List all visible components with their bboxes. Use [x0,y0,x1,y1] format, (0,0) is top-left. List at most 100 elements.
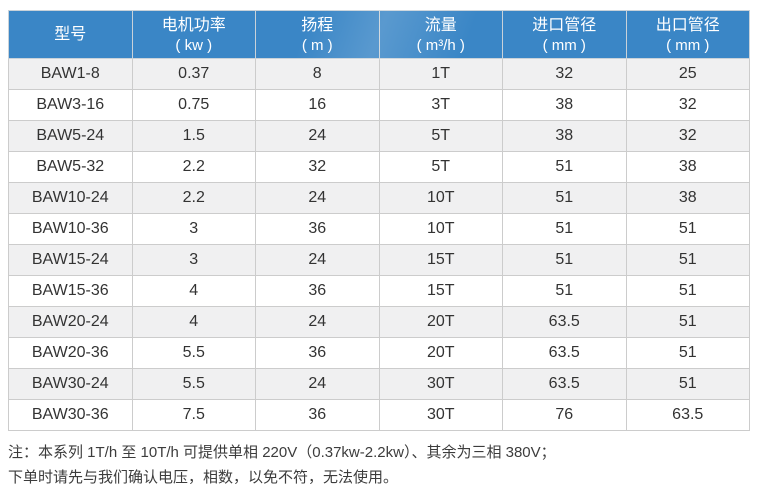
model-cell: BAW5-32 [8,151,133,183]
column-header-5: 出口管径 ( mm ) [625,10,750,59]
table-row: BAW10-36 3 36 10T 51 51 [8,213,750,245]
column-label: 流量 [424,16,457,34]
spec-cell: 51 [625,275,750,307]
column-label: 电机功率 [161,16,226,34]
table-header-row: 型号 电机功率( kw ) 扬程( m ) 流量( m³/h ) 进口管径( mm ) 出… [8,10,750,59]
column-unit: ( m ) [301,36,333,54]
table-row: BAW15-24 3 24 15T 51 51 [8,244,750,276]
pump-spec-table-wrapper: 型号 电机功率( kw ) 扬程( m ) 流量( m³/h ) 进口管径( mm ) 出… [8,10,750,431]
table-row: BAW15-36 4 36 15T 51 51 [8,275,750,307]
spec-cell: 2.2 [131,182,256,214]
spec-cell: 51 [502,182,627,214]
model-cell: BAW20-36 [8,337,133,369]
column-label: 扬程 [301,16,334,34]
spec-cell: 51 [625,306,750,338]
spec-cell: 7.5 [131,399,256,431]
spec-cell: 20T [378,337,503,369]
table-row: BAW1-8 0.37 8 1T 32 25 [8,58,750,90]
spec-cell: 63.5 [625,399,750,431]
spec-cell: 51 [502,275,627,307]
spec-cell: 0.75 [131,89,256,121]
spec-cell: 30T [378,399,503,431]
spec-cell: 38 [625,151,750,183]
spec-cell: 63.5 [502,306,627,338]
table-row: BAW30-36 7.5 36 30T 76 63.5 [8,399,750,431]
spec-cell: 51 [625,337,750,369]
spec-cell: 38 [625,182,750,214]
column-header-1: 电机功率 ( kw ) [131,10,256,59]
spec-cell: 10T [378,213,503,245]
column-label: 出口管径 [655,16,720,34]
spec-cell: 24 [255,120,380,152]
spec-cell: 51 [625,244,750,276]
model-cell: BAW30-36 [8,399,133,431]
spec-cell: 25 [625,58,750,90]
spec-cell: 32 [255,151,380,183]
spec-cell: 24 [255,368,380,400]
model-cell: BAW3-16 [8,89,133,121]
spec-cell: 2.2 [131,151,256,183]
spec-cell: 3T [378,89,503,121]
spec-cell: 51 [502,151,627,183]
spec-cell: 36 [255,337,380,369]
table-row: BAW20-36 5.5 36 20T 63.5 51 [8,337,750,369]
spec-cell: 32 [625,89,750,121]
column-unit: ( mm ) [666,36,710,54]
model-cell: BAW30-24 [8,368,133,400]
model-cell: BAW15-36 [8,275,133,307]
table-row: BAW20-24 4 24 20T 63.5 51 [8,306,750,338]
spec-cell: 4 [131,275,256,307]
spec-cell: 51 [502,213,627,245]
model-cell: BAW20-24 [8,306,133,338]
spec-cell: 24 [255,182,380,214]
spec-cell: 36 [255,213,380,245]
model-cell: BAW1-8 [8,58,133,90]
spec-cell: 36 [255,275,380,307]
spec-cell: 36 [255,399,380,431]
spec-cell: 63.5 [502,337,627,369]
spec-cell: 24 [255,306,380,338]
table-row: BAW3-16 0.75 16 3T 38 32 [8,89,750,121]
spec-cell: 16 [255,89,380,121]
spec-cell: 3 [131,244,256,276]
spec-cell: 76 [502,399,627,431]
column-unit: ( kw ) [175,36,213,54]
spec-cell: 5.5 [131,368,256,400]
table-row: BAW5-32 2.2 32 5T 51 38 [8,151,750,183]
column-label: 型号 [54,26,87,43]
spec-cell: 5T [378,151,503,183]
spec-cell: 51 [502,244,627,276]
spec-cell: 32 [625,120,750,152]
table-row: BAW5-24 1.5 24 5T 38 32 [8,120,750,152]
spec-cell: 51 [625,368,750,400]
pump-spec-table: 型号 电机功率( kw ) 扬程( m ) 流量( m³/h ) 进口管径( mm ) 出… [8,10,750,431]
note-line-1: 注：本系列 1T/h 至 10T/h 可提供单相 220V（0.37kw-2.2… [8,444,556,461]
table-row: BAW30-24 5.5 24 30T 63.5 51 [8,368,750,400]
spec-cell: 5.5 [131,337,256,369]
table-header: 型号 电机功率( kw ) 扬程( m ) 流量( m³/h ) 进口管径( mm ) 出… [8,10,750,59]
spec-cell: 15T [378,275,503,307]
column-header-3: 流量 ( m³/h ) [378,10,503,59]
column-label: 进口管径 [532,16,597,34]
model-cell: BAW15-24 [8,244,133,276]
model-cell: BAW10-24 [8,182,133,214]
spec-cell: 15T [378,244,503,276]
spec-cell: 1.5 [131,120,256,152]
spec-cell: 20T [378,306,503,338]
table-body: BAW1-8 0.37 8 1T 32 25 BAW3-16 0.75 16 3T 38 32 BAW5… [8,58,750,431]
table-notes: 注：本系列 1T/h 至 10T/h 可提供单相 220V（0.37kw-2.2… [8,440,750,490]
spec-cell: 38 [502,89,627,121]
column-header-2: 扬程 ( m ) [255,10,380,59]
spec-cell: 0.37 [131,58,256,90]
spec-cell: 51 [625,213,750,245]
spec-cell: 10T [378,182,503,214]
column-unit: ( mm ) [542,36,586,54]
spec-cell: 3 [131,213,256,245]
model-cell: BAW10-36 [8,213,133,245]
table-row: BAW10-24 2.2 24 10T 51 38 [8,182,750,214]
spec-cell: 63.5 [502,368,627,400]
spec-cell: 24 [255,244,380,276]
spec-cell: 38 [502,120,627,152]
spec-cell: 4 [131,306,256,338]
note-line-2: 下单时请先与我们确认电压，相数，以免不符，无法使用。 [8,469,399,486]
